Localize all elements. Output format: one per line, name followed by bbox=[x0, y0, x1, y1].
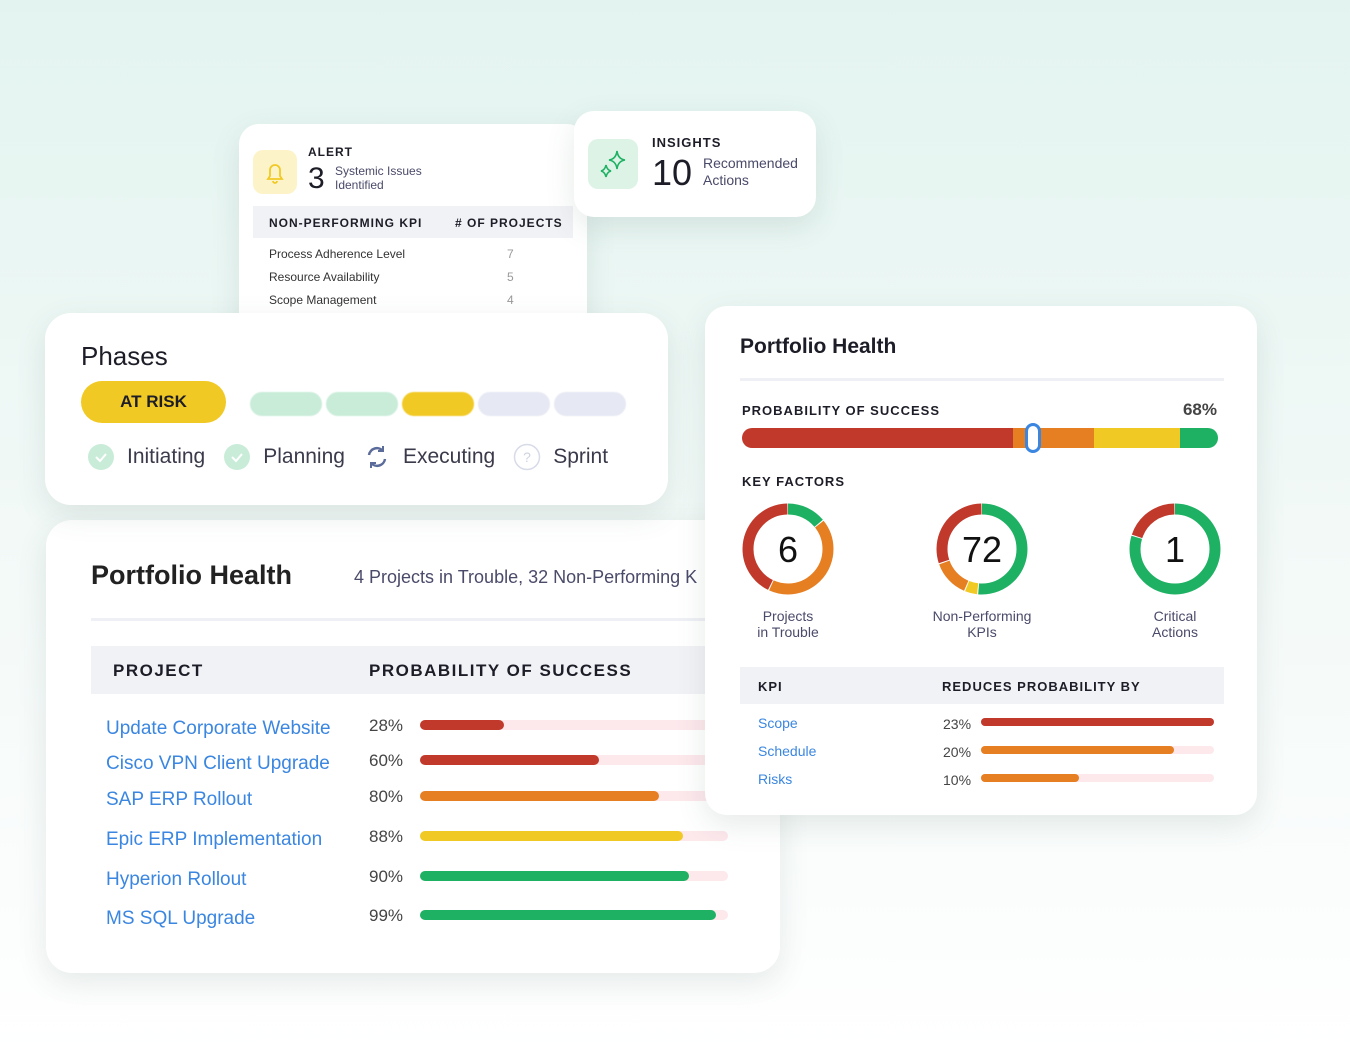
project-link[interactable]: SAP ERP Rollout bbox=[106, 789, 253, 810]
kpi-link[interactable]: Scope bbox=[758, 715, 798, 731]
project-bar bbox=[420, 871, 728, 881]
donut-segment bbox=[742, 503, 834, 595]
kpi-bar bbox=[981, 774, 1214, 782]
alert-count: 3 bbox=[308, 162, 325, 195]
divider bbox=[740, 378, 1224, 381]
key-factor-donut: 6 Projects in Trouble bbox=[738, 499, 838, 640]
project-link[interactable]: Cisco VPN Client Upgrade bbox=[106, 753, 330, 774]
status-badge: AT RISK bbox=[81, 381, 226, 423]
phase-segment bbox=[402, 392, 474, 416]
alert-text: Systemic Issues Identified bbox=[335, 164, 422, 192]
project-pct: 28% bbox=[369, 716, 404, 735]
donut-segment bbox=[936, 503, 1028, 595]
probability-label: PROBABILITY OF SUCCESS bbox=[742, 403, 941, 418]
kpi-table-header: NON-PERFORMING KPI # OF PROJECTS bbox=[253, 206, 573, 238]
check-circle-icon bbox=[88, 444, 114, 470]
project-bar bbox=[420, 720, 728, 730]
donut-center: 72 bbox=[962, 529, 1002, 570]
card-title: Portfolio Health bbox=[91, 560, 292, 590]
project-bar bbox=[420, 910, 728, 920]
portfolio-health-card: Portfolio Health PROBABILITY OF SUCCESS … bbox=[705, 306, 1257, 815]
kpi-bar bbox=[981, 746, 1214, 754]
phase-step-executing: Executing bbox=[363, 443, 495, 471]
donut-center: 6 bbox=[778, 529, 798, 570]
divider bbox=[91, 618, 751, 621]
project-pct: 99% bbox=[369, 906, 404, 925]
project-pct: 60% bbox=[369, 751, 404, 770]
kpi-link[interactable]: Schedule bbox=[758, 743, 817, 759]
card-subtitle: 4 Projects in Trouble, 32 Non-Performing… bbox=[354, 567, 698, 587]
project-bar bbox=[420, 831, 728, 841]
insights-count: 10 bbox=[652, 152, 693, 193]
kpi-link[interactable]: Risks bbox=[758, 771, 793, 787]
sparkle-icon bbox=[588, 139, 638, 189]
question-circle-icon: ? bbox=[513, 443, 541, 471]
kpi-bar bbox=[981, 718, 1214, 726]
project-pct: 80% bbox=[369, 787, 404, 806]
insights-text: Recommended Actions bbox=[703, 155, 798, 188]
project-link[interactable]: Epic ERP Implementation bbox=[106, 829, 323, 850]
donut-segment bbox=[742, 503, 834, 595]
kpi-table-header: KPI REDUCES PROBABILITY BY bbox=[740, 667, 1224, 704]
probability-marker[interactable] bbox=[1025, 423, 1041, 453]
donut-segment bbox=[936, 503, 1028, 595]
donut-segment bbox=[742, 503, 834, 595]
probability-bar bbox=[742, 428, 1218, 448]
phase-segment bbox=[326, 392, 398, 416]
phase-step-sprint: ? Sprint bbox=[513, 443, 608, 471]
table-header: PROJECT PROBABILITY OF SUCCESS bbox=[91, 646, 751, 694]
kpi-row: Scope Management 4 bbox=[269, 293, 514, 307]
project-health-card: Portfolio Health 4 Projects in Trouble, … bbox=[46, 520, 780, 973]
kpi-pct: 10% bbox=[943, 772, 972, 788]
project-bar bbox=[420, 755, 728, 765]
phase-segment bbox=[478, 392, 550, 416]
phase-step-planning: Planning bbox=[223, 443, 345, 471]
probability-value: 68% bbox=[1182, 400, 1217, 419]
project-link[interactable]: Hyperion Rollout bbox=[106, 869, 247, 890]
phases-title: Phases bbox=[81, 341, 168, 371]
donut-center: 1 bbox=[1165, 529, 1185, 570]
project-link[interactable]: Update Corporate Website bbox=[106, 718, 331, 739]
bell-icon bbox=[253, 150, 297, 194]
refresh-icon bbox=[367, 446, 387, 468]
project-pct: 90% bbox=[369, 867, 404, 886]
kpi-pct: 20% bbox=[943, 744, 972, 760]
phases-card: Phases AT RISK Initiating Planning Executi… bbox=[45, 313, 668, 505]
svg-text:?: ? bbox=[523, 449, 531, 465]
check-circle-icon bbox=[224, 444, 251, 470]
phase-segment bbox=[250, 392, 322, 416]
project-pct: 88% bbox=[369, 827, 404, 846]
project-bar bbox=[420, 791, 728, 801]
insights-card: INSIGHTS 10 Recommended Actions bbox=[574, 111, 816, 217]
insights-title: INSIGHTS bbox=[652, 135, 722, 150]
key-factor-donut: 72 Non-Performing KPIs bbox=[932, 499, 1032, 640]
donut-segment bbox=[1129, 503, 1221, 595]
kpi-row: Resource Availability 5 bbox=[269, 270, 514, 284]
project-link[interactable]: MS SQL Upgrade bbox=[106, 908, 256, 929]
card-title: Portfolio Health bbox=[740, 335, 897, 358]
phase-segment bbox=[554, 392, 626, 416]
key-factors-label: KEY FACTORS bbox=[742, 474, 845, 489]
kpi-pct: 23% bbox=[943, 716, 972, 732]
key-factor-donut: 1 Critical Actions bbox=[1125, 499, 1225, 640]
phase-step-initiating: Initiating bbox=[87, 443, 205, 471]
alert-title: ALERT bbox=[308, 145, 353, 159]
kpi-row: Process Adherence Level 7 bbox=[269, 247, 514, 261]
